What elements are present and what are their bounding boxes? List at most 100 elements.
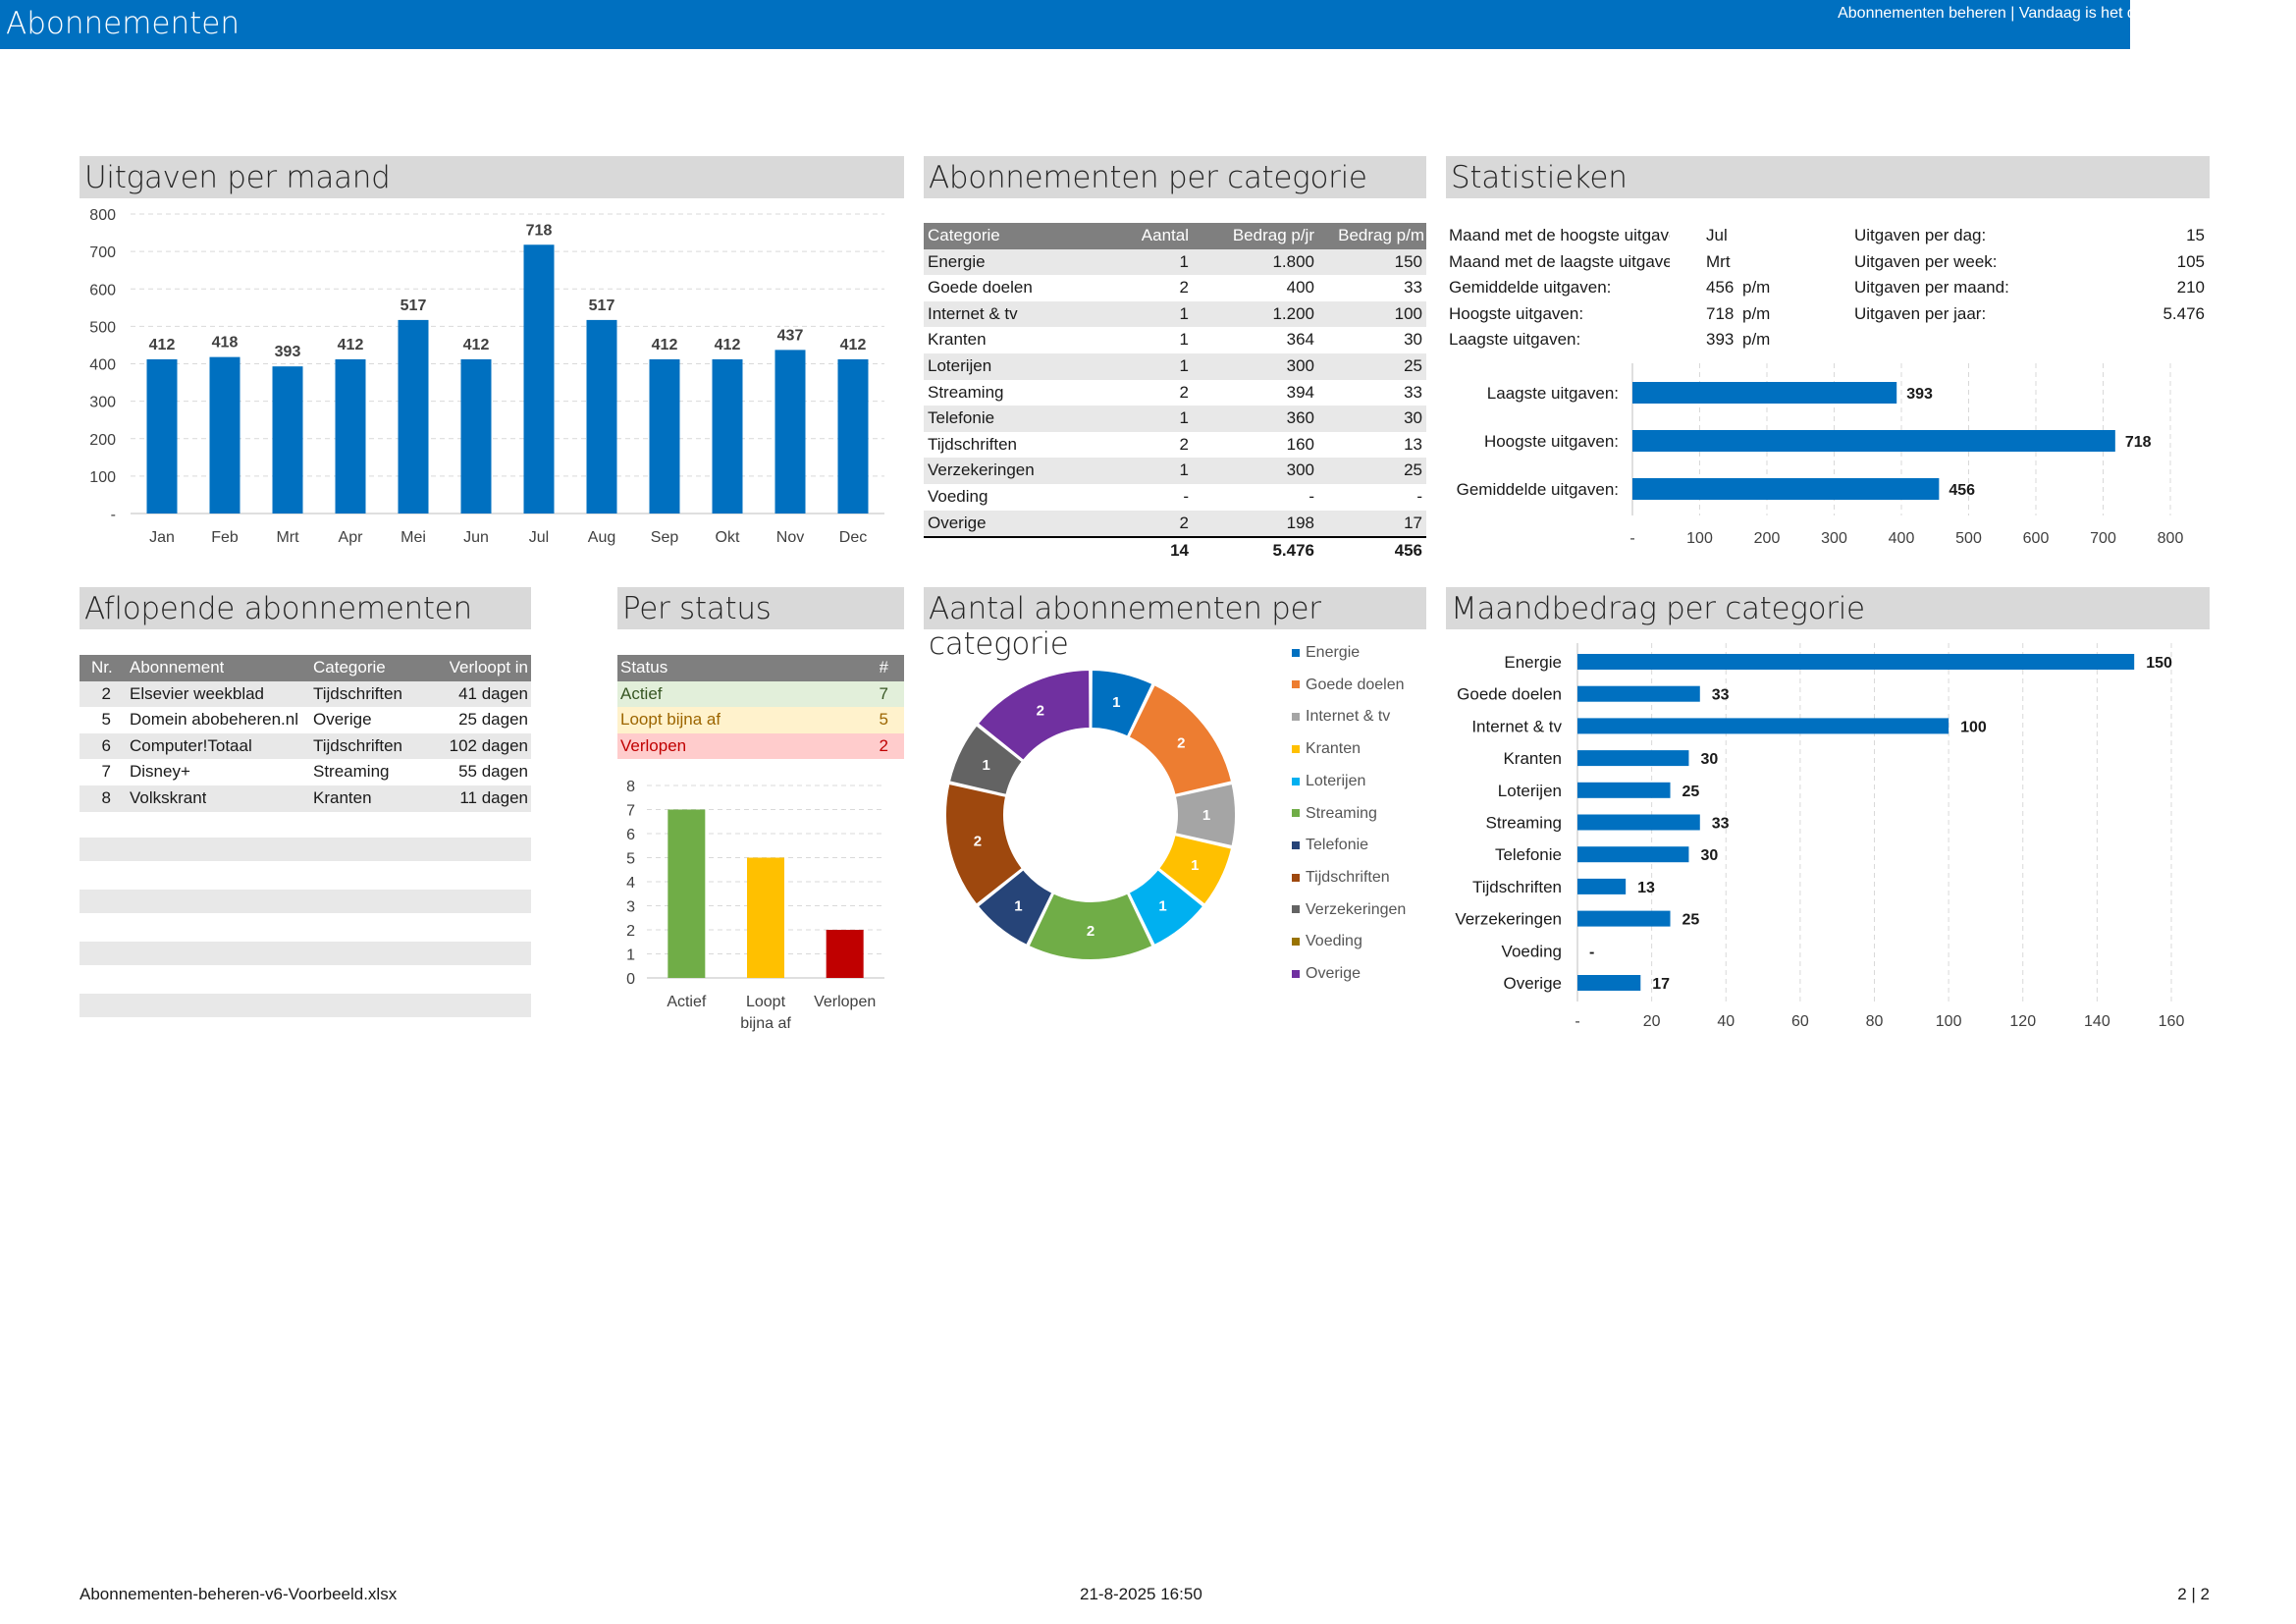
- table-header-row: Status #: [617, 655, 904, 681]
- stat-label: Uitgaven per maand:: [1854, 278, 2009, 298]
- category-yearly: 1.200: [1272, 303, 1314, 323]
- donut-slice: [976, 867, 1054, 947]
- category-name: Verzekeringen: [928, 460, 1035, 480]
- section-expiring: Aflopende abonnementen: [80, 587, 531, 629]
- stat-value: 15: [2186, 226, 2205, 244]
- expiring-subscription: Volkskrant: [130, 787, 207, 807]
- expiring-category: Streaming: [313, 762, 390, 782]
- table-header-row: Categorie Aantal Bedrag p/jr Bedrag p/m: [924, 223, 1426, 249]
- bar: [586, 319, 617, 514]
- expiring-category: Kranten: [313, 787, 372, 807]
- status-label: Loopt bijna af: [620, 710, 721, 730]
- expiring-subscription: Computer!Totaal: [130, 735, 252, 755]
- category-name: Energie: [928, 251, 986, 271]
- status-row: Loopt bijna af 5: [617, 707, 904, 733]
- x-tick-label: Jan: [149, 529, 175, 546]
- category-monthly: 30: [1404, 408, 1422, 428]
- legend-item: Verzekeringen: [1292, 901, 1406, 921]
- bar: [1577, 910, 1671, 927]
- data-label: 418: [212, 335, 239, 352]
- bar: [1577, 654, 2135, 670]
- legend-item: Telefonie: [1292, 837, 1368, 856]
- footer-filename: Abonnementen-beheren-v6-Voorbeeld.xlsx: [80, 1585, 398, 1603]
- y-tick-label: Verzekeringen: [1455, 910, 1562, 929]
- y-tick-label: Tijdschriften: [1472, 878, 1562, 896]
- monthly-spending-chart: - 100 200 300 400 500 600 700 800 412 Jan 418 Feb 393…: [89, 207, 884, 546]
- y-tick-label: 300: [89, 395, 116, 411]
- category-count: 1: [1179, 303, 1189, 323]
- data-label: 33: [1712, 687, 1730, 704]
- category-count: 1: [1179, 251, 1189, 271]
- expiring-subscription: Domein abobeheren.nl: [130, 710, 299, 730]
- legend-swatch: [1292, 840, 1300, 849]
- y-tick-label: Gemiddelde uitgaven:: [1457, 480, 1619, 499]
- table-row: Telefonie 1 360 30: [924, 406, 1426, 432]
- data-label: 412: [840, 337, 867, 353]
- table-row: Loterijen 1 300 25: [924, 352, 1426, 380]
- category-monthly: 100: [1394, 303, 1422, 323]
- y-tick-label: Hoogste uitgaven:: [1484, 432, 1619, 451]
- bar: [209, 356, 240, 514]
- bar: [1577, 814, 1700, 831]
- x-tick-label: 500: [1955, 530, 1982, 547]
- legend-swatch: [1292, 777, 1300, 785]
- legend-swatch: [1292, 938, 1300, 947]
- y-tick-label: Laagste uitgaven:: [1487, 384, 1619, 403]
- legend-label: Loterijen: [1306, 772, 1366, 789]
- header-subtitle: Abonnementen beheren | Vandaag is het do…: [1742, 2, 2292, 47]
- legend-swatch: [1292, 680, 1300, 689]
- y-tick-label: 8: [626, 779, 635, 795]
- stat-label: Uitgaven per week:: [1854, 251, 1998, 271]
- stats-bar-chart: - 100 200 300 400 500 600 700 800 393 Laagste uitg…: [1457, 363, 2183, 547]
- y-tick-label: 7: [626, 803, 635, 820]
- x-tick-label: 700: [2090, 530, 2116, 547]
- x-tick-label: Okt: [716, 529, 740, 546]
- legend-label: Verzekeringen: [1306, 900, 1407, 918]
- bar: [272, 366, 303, 514]
- y-tick-label: 0: [626, 971, 635, 988]
- expiring-nr: 2: [101, 683, 111, 703]
- total-count: 14: [1170, 541, 1189, 561]
- category-monthly: 30: [1404, 330, 1422, 350]
- legend-item: Voeding: [1292, 933, 1362, 952]
- status-label: Verlopen: [620, 735, 687, 755]
- category-count: 1: [1179, 408, 1189, 428]
- category-yearly: -: [1308, 486, 1314, 506]
- donut-slice: [1127, 867, 1205, 947]
- x-tick-label: 600: [2023, 530, 2050, 547]
- data-label: 412: [463, 337, 490, 353]
- x-tick-label: 120: [2009, 1013, 2036, 1030]
- x-tick-label: Actief: [667, 994, 707, 1010]
- table-row: Energie 1 1.800 150: [924, 248, 1426, 276]
- y-tick-label: 2: [626, 923, 635, 940]
- total-monthly: 456: [1394, 541, 1422, 561]
- category-count: 2: [1179, 513, 1189, 532]
- data-label: 517: [589, 298, 615, 314]
- legend-swatch: [1292, 873, 1300, 882]
- category-monthly: 17: [1404, 513, 1422, 532]
- legend-label: Streaming: [1306, 804, 1377, 822]
- donut-slice: [1027, 892, 1154, 961]
- status-count: 2: [879, 735, 888, 755]
- x-tick-label: Feb: [211, 529, 239, 546]
- data-label: 2: [974, 833, 982, 849]
- data-label: 100: [1960, 719, 1987, 735]
- table-row: Internet & tv 1 1.200 100: [924, 300, 1426, 328]
- expiring-days: 25 dagen: [458, 710, 528, 730]
- legend-item: Internet & tv: [1292, 708, 1390, 728]
- bar: [649, 358, 680, 514]
- data-label: 17: [1652, 976, 1670, 993]
- stat-unit: p/m: [1742, 303, 1771, 323]
- bar: [1577, 718, 1949, 734]
- x-tick-label: 200: [1754, 530, 1781, 547]
- data-label: 30: [1700, 847, 1718, 864]
- expiring-category: Overige: [313, 710, 372, 730]
- legend-swatch: [1292, 744, 1300, 753]
- data-label: 437: [777, 327, 804, 344]
- bar: [667, 809, 706, 978]
- y-tick-label: Kranten: [1503, 749, 1562, 768]
- bar: [826, 930, 864, 978]
- legend-item: Energie: [1292, 644, 1360, 664]
- y-tick-label: -: [111, 507, 116, 523]
- x-tick-label: Verlopen: [814, 994, 876, 1010]
